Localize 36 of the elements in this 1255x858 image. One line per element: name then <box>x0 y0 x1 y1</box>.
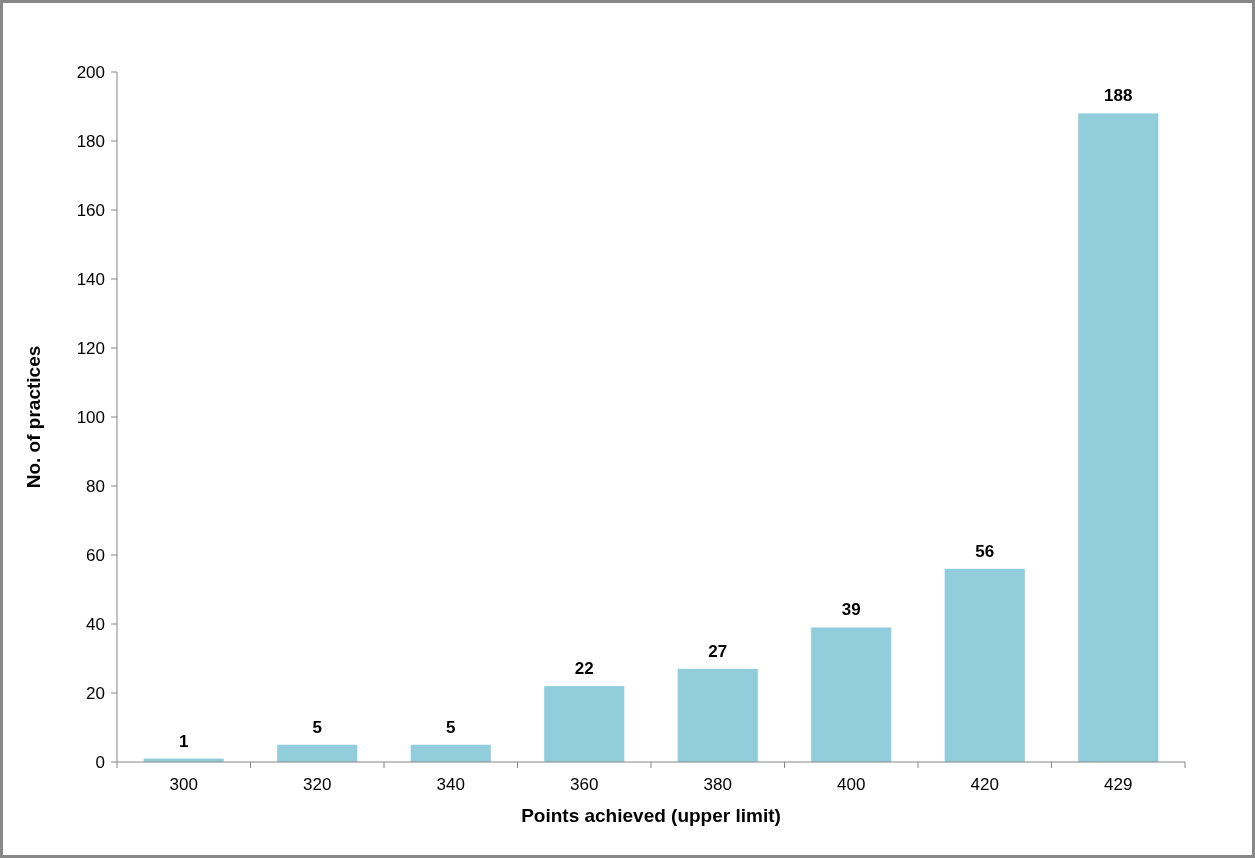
bar <box>544 686 625 762</box>
bar <box>811 627 892 762</box>
y-tick-label: 20 <box>86 683 105 703</box>
x-tick-label: 420 <box>970 775 999 794</box>
bar <box>1078 113 1159 762</box>
data-label: 27 <box>708 641 728 661</box>
bar <box>944 568 1025 762</box>
data-label: 39 <box>841 600 861 620</box>
x-tick-label: 300 <box>169 775 198 794</box>
x-tick-label: 429 <box>1104 775 1133 794</box>
data-label: 188 <box>1104 86 1133 106</box>
x-tick-label: 320 <box>303 775 332 794</box>
y-tick-label: 140 <box>76 269 105 289</box>
data-label: 56 <box>975 541 995 561</box>
y-tick-label: 100 <box>76 407 105 427</box>
y-tick-label: 80 <box>86 476 105 496</box>
y-tick-label: 60 <box>86 545 105 565</box>
x-tick-label: 380 <box>703 775 732 794</box>
y-tick-label: 180 <box>76 131 105 151</box>
x-tick-label: 340 <box>436 775 465 794</box>
y-tick-label: 40 <box>86 614 105 634</box>
data-label: 5 <box>446 717 456 737</box>
y-axis-title: No. of practices <box>23 345 44 489</box>
bar <box>677 668 758 762</box>
y-tick-label: 200 <box>76 62 105 82</box>
y-tick-label: 0 <box>95 752 105 772</box>
y-tick-label: 160 <box>76 200 105 220</box>
data-label: 22 <box>574 659 594 679</box>
bar <box>410 744 491 762</box>
x-axis-title: Points achieved (upper limit) <box>521 805 781 826</box>
bar <box>277 744 358 762</box>
data-label: 5 <box>312 717 322 737</box>
x-tick-label: 360 <box>570 775 599 794</box>
data-label: 1 <box>179 731 189 751</box>
x-tick-label: 400 <box>837 775 866 794</box>
y-tick-label: 120 <box>76 338 105 358</box>
